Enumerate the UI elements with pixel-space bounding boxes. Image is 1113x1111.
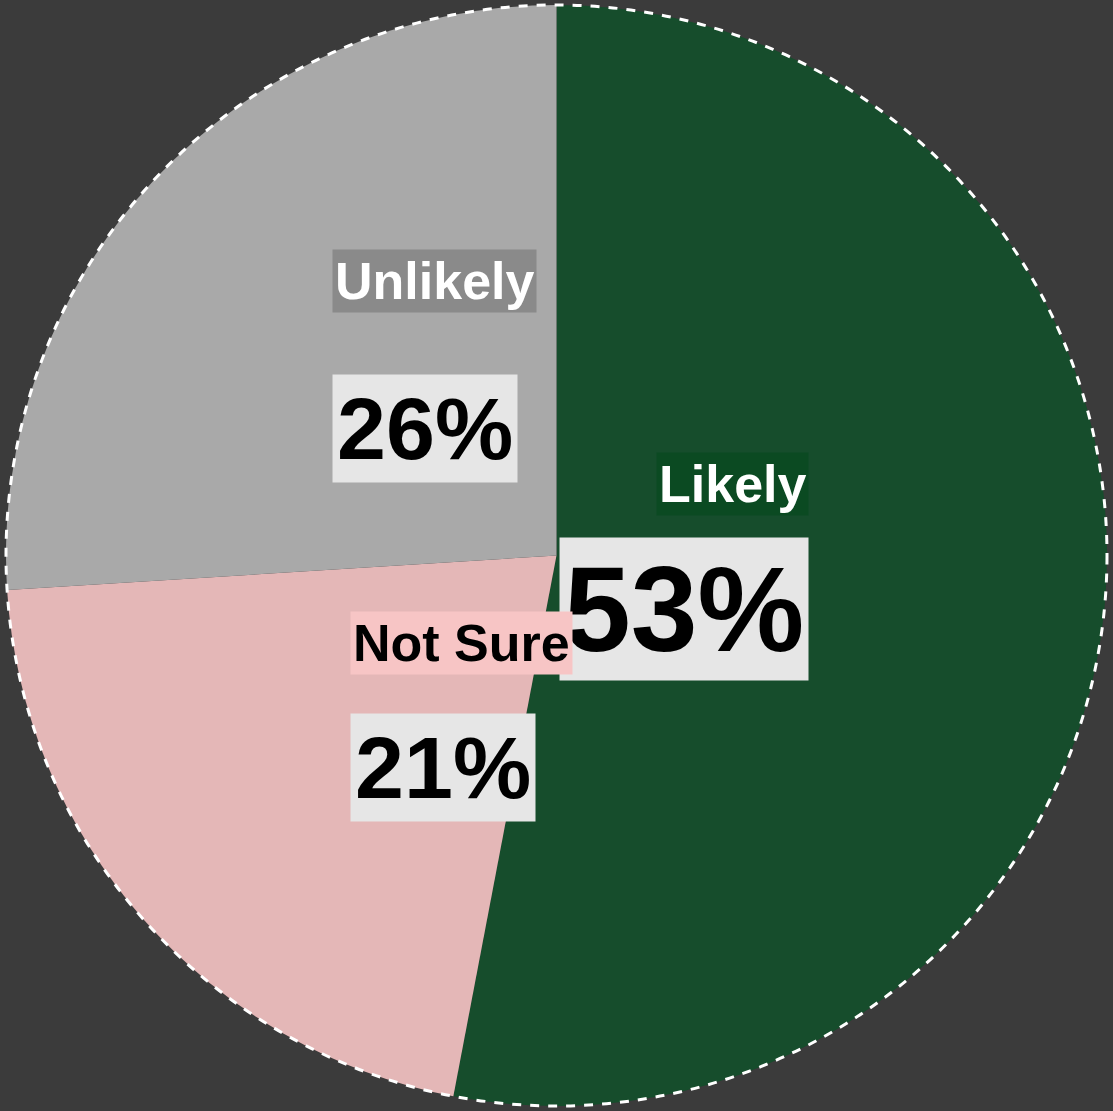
svg-text:53%: 53% <box>564 542 804 676</box>
svg-text:21%: 21% <box>355 718 531 817</box>
svg-text:26%: 26% <box>337 379 513 478</box>
svg-text:Not Sure: Not Sure <box>353 614 570 672</box>
svg-text:Unlikely: Unlikely <box>335 252 534 310</box>
svg-text:Likely: Likely <box>659 455 806 513</box>
